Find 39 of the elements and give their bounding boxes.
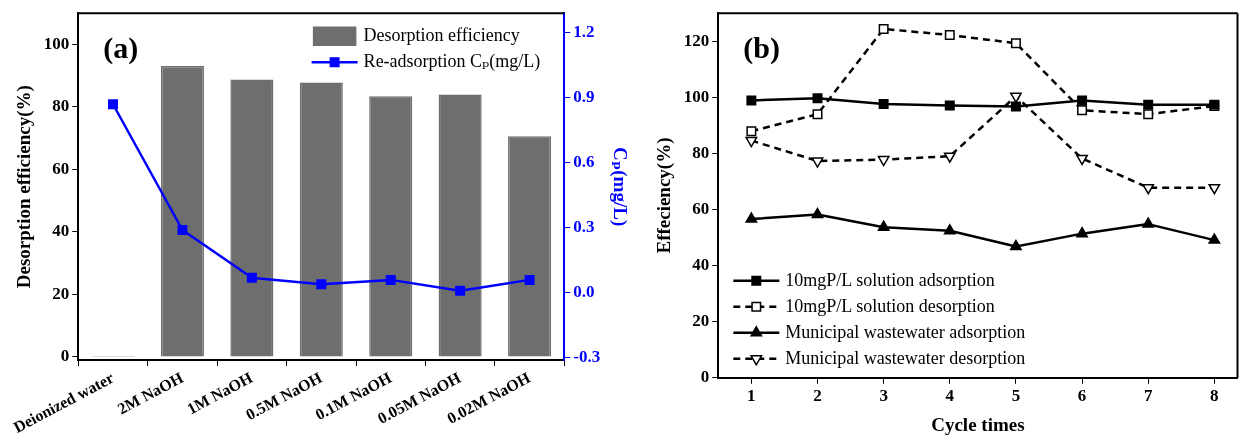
y-tick-label: 100 [683,86,710,106]
y-tick-label: 20 [692,311,710,331]
x-tick-label: 7 [1143,386,1153,406]
y-axis-title: Desorption efficiency(%) [13,85,36,289]
y2-tick-label: 0.9 [573,87,595,107]
y-tick-label: 20 [52,283,70,303]
x-tick-label: 4 [945,386,955,406]
y2-axis-title: Cₚ(mg/L) [608,147,631,227]
legend-label: 10mgP/L solution desorption [785,295,995,316]
annotation: (b) [743,30,780,65]
y2-tick-label: 1.2 [573,22,595,42]
legend-label: Municipal wastewater desorption [785,347,1026,368]
y2-tick-label: 0.6 [573,152,595,172]
x-tick-label: 1 [747,386,756,406]
y2-tick-label: -0.3 [573,347,601,367]
y-tick-label: 0 [700,367,710,387]
legend-label: Desorption efficiency [363,24,520,45]
y-tick-label: 0 [60,346,70,366]
x-tick-label: 8 [1210,386,1219,406]
x-tick-label: 6 [1077,386,1087,406]
y-tick-label: 80 [692,142,710,162]
y-tick-label: 40 [52,221,70,241]
x-tick-label: 3 [879,386,888,406]
x-tick-label: 2 [813,386,822,406]
legend-label: 10mgP/L solution adsorption [785,269,995,290]
x-tick-label: 5 [1011,386,1021,406]
legend-label: Municipal wastewater adsorption [785,321,1026,342]
y-tick-label: 80 [52,96,70,116]
y-tick-label: 40 [692,255,710,275]
y2-tick-label: 0.3 [573,217,595,237]
annotation: (a) [103,30,139,65]
y-axis-title: Effeciency(%) [653,137,676,254]
y-tick-label: 120 [683,30,710,50]
y2-tick-label: 0.0 [573,282,595,302]
y-tick-label: 60 [52,158,70,178]
y-tick-label: 60 [692,198,710,218]
x-axis-title: Cycle times [931,413,1025,435]
y-tick-label: 100 [43,33,70,53]
legend-label: Re-adsorption Cₚ(mg/L) [363,50,541,72]
